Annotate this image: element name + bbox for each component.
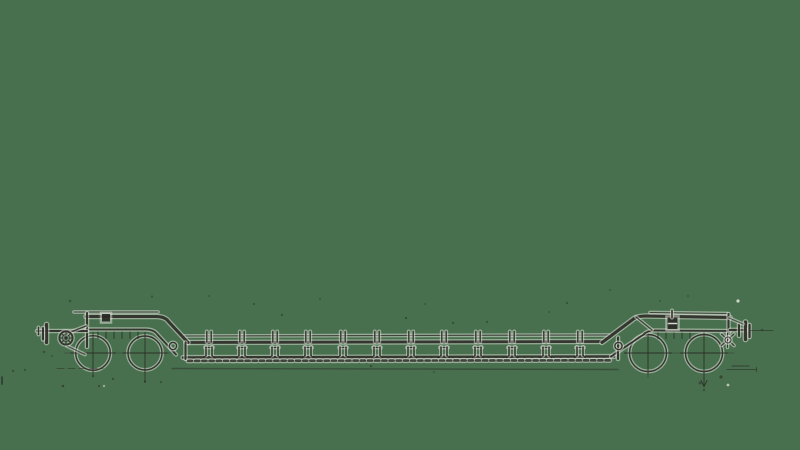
left-screw-wheel-hub [64,336,68,340]
speckle [451,321,455,325]
stake-pocket-foot-l [404,354,409,359]
deck-top-rail [184,340,604,344]
stake-pocket-foot-r [413,354,418,359]
right-dim-arrow [700,380,708,388]
speckle [659,300,661,302]
stake-pocket-foot-l [539,354,544,359]
speckle [280,313,284,317]
speckle [565,301,569,305]
speckle [143,380,147,383]
stake-pocket-foot-r [211,354,216,359]
speckle [319,298,321,300]
speckle [369,364,373,368]
speckle [252,302,256,306]
deck-rivet-row [186,358,614,363]
speckle [424,303,426,305]
stake-pocket-foot-r [310,354,315,359]
speckle [159,380,163,384]
speckle [42,350,46,354]
stake-pocket-foot-l [202,354,207,359]
speckle [68,299,72,303]
right-end-top-edge [649,311,728,315]
stake-pocket-foot-l [370,354,375,359]
stake-pocket-foot-l [437,354,442,359]
speckle [51,355,53,357]
stake-pocket-foot-l [336,354,341,359]
speckle-light [736,299,740,303]
stake-pocket-foot-r [345,354,350,359]
left-slope-ring [168,341,178,351]
right-diag-brace [635,316,653,331]
left-end-inner-rail [85,328,177,356]
stake-pocket-foot-r [514,354,519,359]
speckle-light [102,384,106,388]
speckle [208,295,210,297]
speckle [61,384,65,388]
speckle [609,289,611,291]
speckle [97,384,101,388]
left-screw-wheel-rim [58,330,74,346]
left-rail-fitting [102,314,110,322]
speckle [11,369,15,373]
speckle [687,295,689,297]
speckle [150,295,154,298]
stake-pocket-foot-l [505,354,510,359]
stake-pocket-foot-r [582,354,587,359]
left-coupling-lower-link [66,345,86,356]
speckle-light [726,383,730,387]
speckle [719,375,723,379]
speckle [760,328,764,332]
stake-pocket-foot-r [244,354,249,359]
deck-top-edge-line [181,334,610,337]
stake-pocket-foot-r [446,354,451,359]
right-coupling-diag [728,317,744,325]
speckle [548,311,550,313]
speckle [404,316,408,320]
right-slope-ring [614,341,623,351]
left-rail-fitting-halo [99,311,113,324]
speckle [23,368,27,372]
stake-pocket-foot-r [480,354,485,359]
speckle [111,377,115,381]
left-end-top-rail [84,315,190,344]
stake-pocket-foot-l [471,354,476,359]
stake-pocket-foot-r [548,354,553,359]
speckle [91,374,95,378]
right-bracket-ring [724,336,732,344]
stake-pocket-foot-l [235,354,240,359]
stake-pocket-foot-r [277,354,282,359]
speckle [433,371,435,373]
speckle [698,381,702,385]
deck-shadow-line [171,367,619,371]
stake-pocket-foot-r [379,354,384,359]
stake-pocket-foot-l [301,354,306,359]
right-end-inner-rail [610,329,731,358]
speckle [485,320,489,324]
stake-pocket-foot-l [268,354,273,359]
speckle [702,388,706,392]
stake-pocket-foot-l [573,354,578,359]
